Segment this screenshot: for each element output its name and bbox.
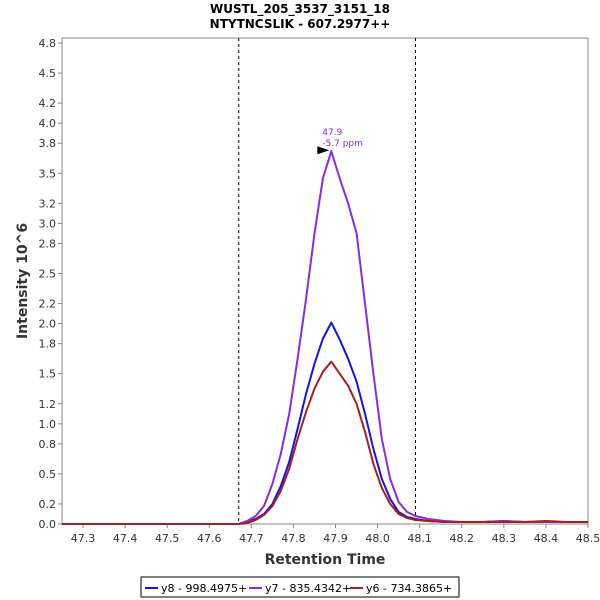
y-tick-label: 2.8 [39, 237, 57, 250]
x-tick-label: 48.4 [534, 532, 559, 545]
legend-label: y6 - 734.3865+ [366, 582, 452, 595]
y-tick-label: 0.0 [39, 518, 57, 531]
y-tick-label: 2.0 [39, 318, 57, 331]
peak-ppm-label: -5.7 ppm [322, 139, 363, 149]
y-tick-label: 3.0 [39, 217, 57, 230]
chart-title: WUSTL_205_3537_3151_18 [210, 2, 390, 17]
peak-arrow-icon [317, 146, 330, 155]
x-tick-label: 47.9 [323, 532, 348, 545]
legend-label: y7 - 835.4342+ [265, 582, 351, 595]
y-axis-label: Intensity 10^6 [15, 223, 31, 339]
y-tick-label: 3.8 [39, 137, 57, 150]
y-tick-label: 0.5 [39, 468, 57, 481]
y-tick-label: 2.2 [39, 298, 57, 311]
y-axis: 0.0 0.2 0.5 0.8 1.0 1.2 1.5 1.8 2.0 2.2 2.5 2.8 3.0 3… [39, 37, 62, 531]
y-tick-label: 4.2 [39, 97, 57, 110]
series-line [62, 360, 588, 525]
x-tick-label: 48.2 [450, 532, 475, 545]
y-tick-label: 1.2 [39, 398, 57, 411]
y-tick-label: 3.5 [39, 167, 57, 180]
peak-annotation: 47.9 -5.7 ppm [317, 128, 363, 155]
y-tick-label: 4.5 [39, 67, 57, 80]
x-tick-label: 47.8 [281, 532, 306, 545]
y-tick-label: 2.5 [39, 267, 57, 280]
y-tick-label: 3.2 [39, 197, 57, 210]
y-tick-label: 0.8 [39, 438, 57, 451]
series-lines [62, 150, 588, 525]
x-tick-label: 47.7 [239, 532, 264, 545]
x-axis-label: Retention Time [265, 552, 386, 568]
legend-box [140, 576, 460, 598]
y-tick-label: 1.8 [39, 338, 57, 351]
y-tick-label: 1.0 [39, 418, 57, 431]
legend: y8 - 998.4975+ y7 - 835.4342+ y6 - 734.386… [140, 576, 460, 598]
y-tick-label: 4.8 [39, 37, 57, 50]
x-tick-label: 47.3 [71, 532, 96, 545]
y-tick-label: 0.2 [39, 498, 57, 511]
x-tick-label: 47.4 [113, 532, 138, 545]
integration-boundaries [238, 38, 416, 524]
peak-rt-label: 47.9 [322, 128, 342, 138]
x-tick-label: 48.3 [492, 532, 517, 545]
y-tick-label: 4.0 [39, 117, 57, 130]
legend-label: y8 - 998.4975+ [161, 582, 247, 595]
plot-area [61, 37, 589, 525]
x-tick-label: 47.5 [155, 532, 180, 545]
x-tick-label: 48.1 [407, 532, 432, 545]
chart-subtitle: NTYTNCSLIK - 607.2977++ [210, 17, 391, 31]
y-tick-label: 1.5 [39, 368, 57, 381]
x-axis: 47.3 47.4 47.5 47.6 47.7 47.8 47.9 48.0 48.1 48.2… [71, 524, 600, 545]
x-tick-label: 48.0 [365, 532, 390, 545]
x-tick-label: 47.6 [197, 532, 222, 545]
x-tick-label: 48.5 [576, 532, 600, 545]
